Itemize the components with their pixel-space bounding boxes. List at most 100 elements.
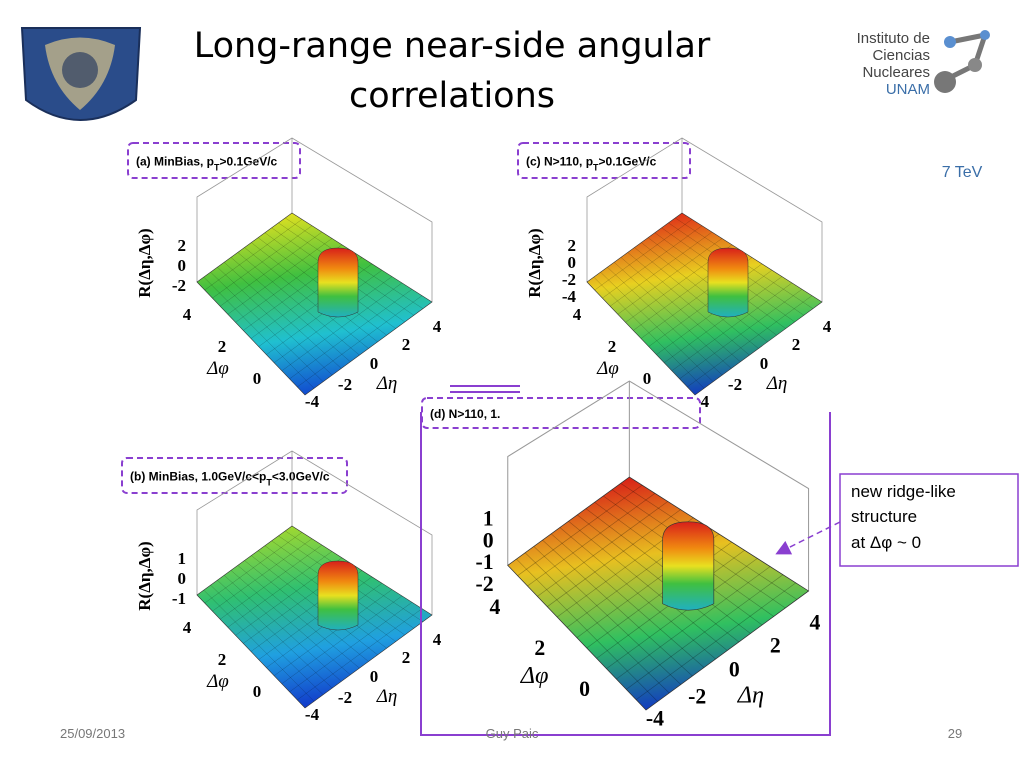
surface xyxy=(196,525,433,709)
z-tick-label: -1 xyxy=(476,550,494,574)
subscript: T xyxy=(214,163,220,173)
mesh-line xyxy=(533,546,682,685)
footer-date: 25/09/2013 xyxy=(60,726,125,741)
mesh-line xyxy=(273,276,393,363)
mesh-line xyxy=(577,514,740,643)
eta-tick-label: 0 xyxy=(760,354,769,373)
z-tick-label: 1 xyxy=(178,549,187,568)
eta-tick-label: -2 xyxy=(728,375,742,394)
z-axis-label: R(Δη,Δφ) xyxy=(135,541,154,610)
z-tick-label: -1 xyxy=(172,589,186,608)
eta-axis-label: Δη xyxy=(737,681,764,708)
panel-label-box xyxy=(517,142,691,179)
mesh-line xyxy=(203,276,315,389)
mesh-line xyxy=(524,552,670,694)
eta-tick-label: 0 xyxy=(370,354,379,373)
eta-tick-label: -4 xyxy=(305,705,320,724)
eta-tick-label: 4 xyxy=(823,317,832,336)
phi-tick-label: 2 xyxy=(608,337,617,356)
mesh-line xyxy=(679,289,803,380)
logo-text: Nucleares xyxy=(862,64,930,81)
panel-label-part: >0.1GeV/c xyxy=(599,155,657,169)
panel-label: (c) N>110, pT>0.1GeV/c xyxy=(526,155,657,173)
annotation-text: structure xyxy=(851,507,917,526)
eta-tick-label: -2 xyxy=(688,685,706,709)
mesh-line xyxy=(663,276,783,363)
mesh-line xyxy=(550,533,705,668)
mesh-line xyxy=(517,484,643,576)
mesh-line xyxy=(613,262,732,369)
mesh-line xyxy=(602,225,703,299)
mesh-line xyxy=(537,501,668,597)
mesh-line xyxy=(230,570,351,675)
mesh-line xyxy=(289,602,413,693)
mesh-line xyxy=(204,532,303,604)
mesh-line xyxy=(297,608,423,701)
subscript: T xyxy=(266,478,272,488)
z-tick-label: 0 xyxy=(178,256,187,275)
eta-tick-label: 0 xyxy=(370,667,379,686)
mesh-line xyxy=(244,560,369,662)
annotation-text: new ridge-like xyxy=(851,482,956,501)
panel-label: (d) N>110, 1. xyxy=(430,407,500,421)
footer-author: Guy Paic xyxy=(486,726,539,741)
mesh-line xyxy=(244,247,369,349)
eta-tick-label: 4 xyxy=(433,630,442,649)
mesh-line xyxy=(607,267,723,376)
eta-tick-label: 2 xyxy=(770,633,781,657)
panel-label-part: >0.1GeV/c xyxy=(220,155,278,169)
near-side-peak xyxy=(317,560,359,631)
mesh-line xyxy=(217,267,333,376)
unam-logo xyxy=(20,27,142,121)
z-tick-label: -2 xyxy=(172,276,186,295)
phi-tick-label: 2 xyxy=(534,636,545,660)
phi-tick-label: 0 xyxy=(253,682,262,701)
eta-axis-label: Δη xyxy=(376,686,398,707)
panel-label-part: (a) MinBias, p xyxy=(136,155,214,169)
near-side-peak xyxy=(317,247,359,318)
mesh-line xyxy=(609,231,713,307)
phi-tick-label: 4 xyxy=(183,305,192,324)
mesh-line xyxy=(626,574,784,690)
eta-tick-label: 0 xyxy=(729,658,740,682)
energy-label: 7 TeV xyxy=(942,164,983,181)
title-line: correlations xyxy=(349,76,555,116)
surface xyxy=(586,212,823,396)
phi-axis-label: Δφ xyxy=(206,358,229,379)
near-side-peak xyxy=(662,521,715,611)
phi-tick-label: 0 xyxy=(253,369,262,388)
mesh-line xyxy=(516,558,658,702)
annotation-box xyxy=(839,473,1019,567)
mesh-line xyxy=(687,295,813,388)
mesh-line xyxy=(606,558,758,669)
mesh-line xyxy=(210,271,324,382)
panel-label-box xyxy=(121,457,348,494)
annotation-text: at Δφ ~ 0 xyxy=(851,533,921,552)
mesh-line xyxy=(616,566,771,680)
mesh-line xyxy=(230,257,351,362)
panel-label: (b) MinBias, 1.0GeV/c<pT<3.0GeV/c xyxy=(130,470,330,488)
z-tick-label: 0 xyxy=(178,569,187,588)
eta-tick-label: 2 xyxy=(792,335,801,354)
phi-tick-label: 4 xyxy=(490,595,501,619)
z-tick-label: 2 xyxy=(568,236,577,255)
mesh-line xyxy=(600,271,714,382)
mesh-line xyxy=(568,520,728,651)
mesh-line xyxy=(227,551,333,628)
phi-axis-label: Δφ xyxy=(206,671,229,692)
z-tick-label: -4 xyxy=(562,287,577,306)
mesh-line xyxy=(204,219,303,291)
mesh-line xyxy=(223,575,342,682)
panel-label: (a) MinBias, pT>0.1GeV/c xyxy=(136,155,278,173)
phi-tick-label: 0 xyxy=(643,369,652,388)
mesh-line xyxy=(212,225,313,299)
mesh-line xyxy=(641,242,768,343)
mesh-line xyxy=(210,584,324,695)
logo-text: Instituto de xyxy=(857,30,930,47)
z-tick-label: 0 xyxy=(568,253,577,272)
panel-label-box xyxy=(127,142,301,179)
mesh-line xyxy=(594,219,693,291)
